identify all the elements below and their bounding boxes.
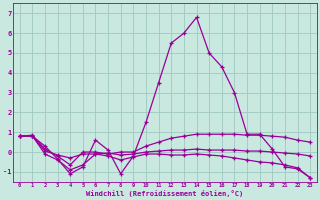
X-axis label: Windchill (Refroidissement éolien,°C): Windchill (Refroidissement éolien,°C) — [86, 190, 244, 197]
